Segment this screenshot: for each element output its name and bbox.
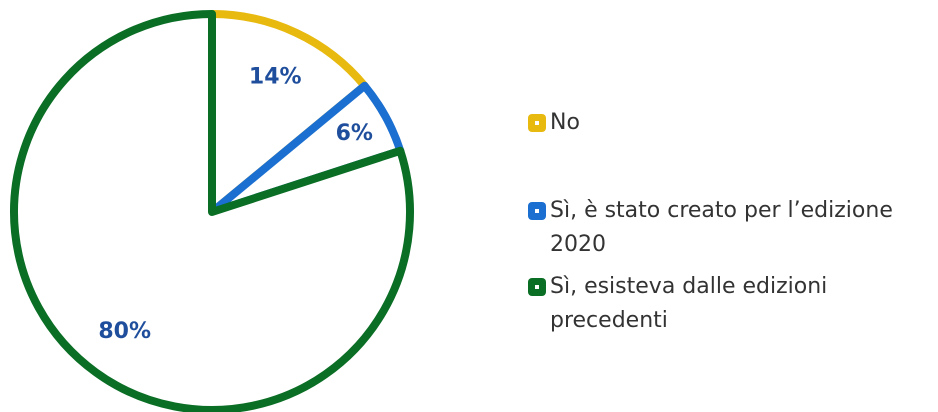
legend-label: No — [550, 110, 580, 135]
pie-slice — [10, 10, 414, 412]
legend-swatch — [528, 202, 546, 220]
legend-swatch — [528, 278, 546, 296]
data-label: 14% — [249, 65, 302, 90]
legend-item: Sì, esisteva dalle edizioni precedenti — [528, 270, 938, 338]
data-label: 6% — [336, 121, 373, 146]
legend-item: Sì, è stato creato per l’edizione 2020 — [528, 194, 938, 262]
legend-label: Sì, esisteva dalle edizioni precedenti — [550, 274, 828, 333]
legend-item: No — [528, 106, 938, 140]
legend-swatch — [528, 114, 546, 132]
legend-label: Sì, è stato creato per l’edizione 2020 — [550, 198, 893, 257]
data-label: 80% — [98, 319, 151, 344]
pie-slice — [208, 10, 369, 216]
legend: No Sì, è stato creato per l’edizione 2020… — [528, 106, 938, 338]
